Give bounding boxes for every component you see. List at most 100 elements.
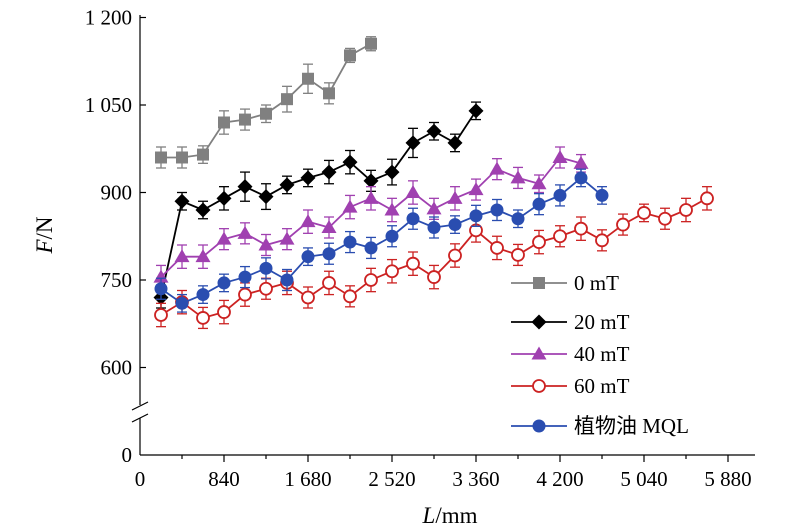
- data-point: [489, 161, 505, 175]
- data-point: [176, 151, 188, 164]
- data-point: [216, 190, 232, 206]
- data-point: [237, 225, 253, 239]
- data-point: [218, 116, 230, 129]
- data-point: [153, 269, 169, 283]
- data-point: [175, 296, 189, 310]
- data-point: [216, 231, 232, 245]
- series-4: [154, 168, 609, 313]
- data-point: [300, 214, 316, 228]
- axes: 0 600 750 900 1 050 1 200 0 840 1 680 2 520 3 360 4…: [85, 6, 755, 491]
- legend-marker: [532, 379, 546, 393]
- data-point: [532, 235, 546, 249]
- axis-break-mark: [131, 401, 149, 411]
- data-point: [426, 123, 442, 139]
- legend-label: 20 mT: [574, 310, 630, 334]
- data-point: [197, 148, 209, 161]
- data-point: [427, 221, 441, 234]
- y-tick-label: 900: [101, 181, 133, 205]
- y-tick-label: 1 050: [85, 93, 132, 117]
- data-point: [323, 87, 335, 100]
- data-point: [302, 72, 314, 85]
- legend-label: 40 mT: [574, 342, 630, 366]
- data-point: [217, 276, 231, 290]
- data-point: [322, 247, 336, 261]
- data-point: [195, 202, 211, 218]
- series-line: [160, 110, 477, 298]
- x-tick-label: 4 200: [536, 467, 583, 491]
- data-point: [595, 188, 609, 202]
- data-point: [406, 256, 420, 271]
- series-3: [154, 186, 714, 330]
- data-point: [511, 248, 525, 262]
- data-point: [490, 203, 504, 217]
- legend-marker: [533, 277, 545, 289]
- y-tick-label: 0: [122, 443, 133, 467]
- data-point: [321, 220, 337, 233]
- data-point: [426, 201, 442, 215]
- x-tick-label: 1 680: [284, 467, 331, 491]
- data-point: [154, 308, 168, 322]
- data-point: [385, 229, 399, 243]
- legend-marker: [532, 419, 546, 433]
- data-point: [344, 49, 356, 62]
- data-point: [468, 182, 484, 196]
- data-point: [553, 188, 567, 202]
- data-point: [552, 150, 568, 163]
- data-point: [195, 249, 211, 263]
- data-point: [532, 197, 546, 211]
- data-point: [385, 264, 399, 279]
- x-axis-title: L/mm: [422, 503, 478, 528]
- series-2: [153, 146, 589, 290]
- legend-marker: [531, 314, 547, 330]
- y-tick-label: 750: [101, 268, 133, 292]
- data-point: [279, 177, 295, 193]
- data-point: [427, 270, 441, 284]
- data-point: [301, 290, 315, 305]
- data-point: [469, 209, 483, 223]
- data-point: [238, 270, 252, 284]
- y-tick-label: 1 200: [85, 6, 132, 30]
- data-point: [342, 154, 358, 170]
- data-point: [343, 289, 357, 304]
- data-point: [258, 189, 274, 205]
- data-point: [384, 164, 400, 180]
- data-point: [281, 93, 293, 106]
- data-point: [468, 103, 484, 119]
- y-tick-label: 600: [101, 356, 133, 380]
- axis-break-mark: [131, 413, 149, 423]
- data-point: [658, 211, 672, 226]
- data-point: [405, 135, 421, 151]
- data-point: [300, 170, 316, 186]
- data-point: [239, 113, 251, 126]
- data-point: [574, 171, 588, 185]
- data-point: [155, 151, 167, 164]
- data-point: [616, 217, 630, 232]
- data-point: [531, 176, 547, 190]
- legend-label: 60 mT: [574, 374, 630, 398]
- data-point: [154, 282, 168, 296]
- data-point: [343, 235, 357, 249]
- legend: 0 mT 20 mT 40 mT 60 mT 植物油 MQL: [511, 271, 689, 438]
- data-point: [637, 206, 651, 220]
- series-line: [161, 42, 372, 159]
- data-point: [490, 241, 504, 255]
- data-point: [364, 241, 378, 255]
- data-point: [301, 250, 315, 264]
- data-point: [363, 173, 379, 189]
- data-point: [447, 190, 463, 204]
- data-point: [595, 233, 609, 248]
- data-point: [365, 37, 377, 50]
- data-point: [406, 212, 420, 226]
- data-point: [174, 249, 190, 263]
- data-point: [574, 221, 588, 236]
- data-point: [448, 218, 462, 232]
- legend-marker: [531, 346, 547, 360]
- data-point: [510, 170, 526, 184]
- data-point: [511, 212, 525, 226]
- legend-label: 0 mT: [574, 271, 619, 295]
- x-tick-label: 2 520: [368, 467, 415, 491]
- data-point: [217, 305, 231, 319]
- data-point: [448, 248, 462, 263]
- data-point: [363, 190, 379, 204]
